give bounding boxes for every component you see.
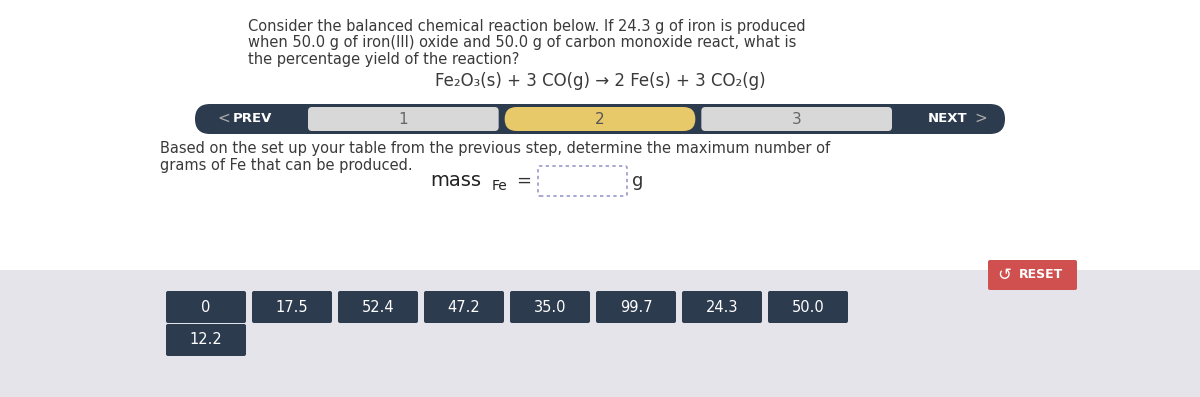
Text: 3: 3 (792, 112, 802, 127)
FancyBboxPatch shape (0, 270, 1200, 397)
Text: the percentage yield of the reaction?: the percentage yield of the reaction? (248, 52, 520, 67)
Text: 52.4: 52.4 (361, 299, 395, 314)
FancyBboxPatch shape (988, 260, 1078, 290)
FancyBboxPatch shape (194, 104, 1006, 134)
Text: g: g (632, 172, 643, 190)
Text: 0: 0 (202, 299, 211, 314)
Text: =: = (516, 172, 530, 190)
Text: ↺: ↺ (997, 266, 1010, 284)
FancyBboxPatch shape (538, 166, 628, 196)
Text: <: < (217, 110, 229, 125)
FancyBboxPatch shape (166, 291, 246, 323)
Text: >: > (974, 110, 986, 125)
Text: grams of Fe that can be produced.: grams of Fe that can be produced. (160, 158, 413, 173)
Text: 99.7: 99.7 (619, 299, 653, 314)
Text: 2: 2 (595, 112, 605, 127)
FancyBboxPatch shape (505, 107, 695, 131)
FancyBboxPatch shape (424, 291, 504, 323)
Text: NEXT: NEXT (928, 112, 967, 125)
Text: 1: 1 (398, 112, 408, 127)
Text: 12.2: 12.2 (190, 333, 222, 347)
Text: 17.5: 17.5 (276, 299, 308, 314)
Text: when 50.0 g of iron(III) oxide and 50.0 g of carbon monoxide react, what is: when 50.0 g of iron(III) oxide and 50.0 … (248, 35, 797, 50)
Text: 50.0: 50.0 (792, 299, 824, 314)
Text: Based on the set up your table from the previous step, determine the maximum num: Based on the set up your table from the … (160, 141, 830, 156)
Text: Consider the balanced chemical reaction below. If 24.3 g of iron is produced: Consider the balanced chemical reaction … (248, 19, 805, 34)
Text: Fe₂O₃(s) + 3 CO(g) → 2 Fe(s) + 3 CO₂(g): Fe₂O₃(s) + 3 CO(g) → 2 Fe(s) + 3 CO₂(g) (434, 72, 766, 90)
FancyBboxPatch shape (252, 291, 332, 323)
Text: 24.3: 24.3 (706, 299, 738, 314)
FancyBboxPatch shape (768, 291, 848, 323)
FancyBboxPatch shape (510, 291, 590, 323)
Text: PREV: PREV (233, 112, 272, 125)
Text: 47.2: 47.2 (448, 299, 480, 314)
FancyBboxPatch shape (596, 291, 676, 323)
FancyBboxPatch shape (0, 0, 1200, 270)
FancyBboxPatch shape (308, 107, 499, 131)
FancyBboxPatch shape (166, 324, 246, 356)
Text: Fe: Fe (492, 179, 508, 193)
FancyBboxPatch shape (701, 107, 892, 131)
FancyBboxPatch shape (338, 291, 418, 323)
Text: mass: mass (430, 172, 481, 191)
Text: RESET: RESET (1019, 268, 1063, 281)
Text: 35.0: 35.0 (534, 299, 566, 314)
FancyBboxPatch shape (682, 291, 762, 323)
